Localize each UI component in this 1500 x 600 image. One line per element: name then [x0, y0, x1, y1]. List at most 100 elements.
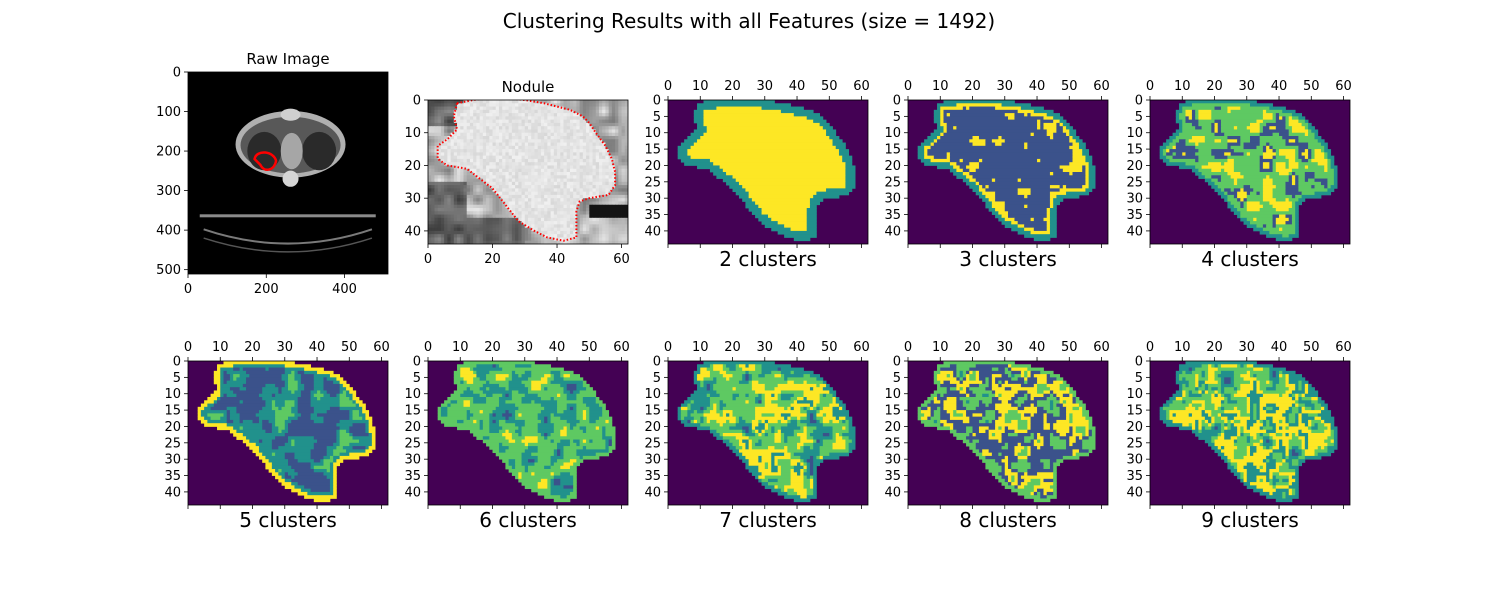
x-tick-label: 60 [853, 79, 870, 94]
y-tick-label: 30 [884, 192, 901, 207]
y-tick-label: 10 [404, 387, 421, 402]
y-tick-label: 0 [173, 66, 181, 81]
x-tick-label: 20 [484, 252, 501, 267]
axes-frame [667, 99, 869, 245]
y-tick-label: 0 [173, 355, 181, 370]
x-tick-label: 10 [692, 79, 709, 94]
y-tick-label: 20 [404, 420, 421, 435]
x-tick-label: 0 [664, 340, 672, 355]
spine [282, 170, 299, 187]
y-tick-label: 40 [164, 485, 181, 500]
y-tick-label: 40 [644, 224, 661, 239]
subplot-7 [428, 361, 628, 505]
image-layer [428, 100, 628, 244]
x-tick-label: 60 [1335, 340, 1352, 355]
x-tick-label: 0 [184, 340, 192, 355]
y-tick-label: 400 [156, 224, 181, 239]
x-tick-label: 20 [724, 340, 741, 355]
y-tick-label: 15 [644, 143, 661, 158]
y-tick-label: 10 [1126, 387, 1143, 402]
x-tick-label: 0 [184, 282, 192, 297]
axes-frame [1149, 360, 1351, 506]
y-tick-label: 35 [1126, 208, 1143, 223]
x-tick-label: 0 [664, 79, 672, 94]
x-tick-label: 60 [1335, 79, 1352, 94]
image-layer [908, 100, 1108, 244]
x-tick-label: 30 [1239, 340, 1256, 355]
x-tick-label: 400 [332, 282, 357, 297]
x-tick-label: 0 [424, 252, 432, 267]
y-tick-label: 20 [644, 159, 661, 174]
x-tick-label: 30 [517, 340, 534, 355]
subplot-xlabel: 7 clusters [719, 508, 817, 532]
x-tick-label: 40 [1029, 340, 1046, 355]
subplot-4 [908, 100, 1108, 244]
x-tick-label: 20 [484, 340, 501, 355]
axes-frame [907, 99, 1109, 245]
y-tick-label: 20 [884, 159, 901, 174]
table-top [199, 214, 376, 218]
y-tick-label: 5 [1135, 110, 1143, 125]
y-tick-label: 40 [884, 485, 901, 500]
subplot-xlabel: 9 clusters [1201, 508, 1299, 532]
y-tick-label: 40 [1126, 485, 1143, 500]
subplot-1 [188, 72, 388, 274]
x-tick-label: 20 [1206, 79, 1223, 94]
y-tick-label: 5 [1135, 371, 1143, 386]
y-tick-label: 25 [644, 436, 661, 451]
y-tick-label: 15 [404, 404, 421, 419]
subplot-xlabel: 6 clusters [479, 508, 577, 532]
x-tick-label: 50 [1061, 340, 1078, 355]
y-tick-label: 30 [1126, 453, 1143, 468]
y-tick-label: 30 [644, 192, 661, 207]
image-layer [908, 361, 1108, 505]
x-tick-label: 50 [1303, 340, 1320, 355]
y-tick-label: 25 [1126, 436, 1143, 451]
y-tick-label: 25 [884, 175, 901, 190]
y-tick-label: 40 [644, 485, 661, 500]
y-tick-label: 35 [644, 469, 661, 484]
nodule-contour [436, 100, 617, 242]
y-tick-label: 5 [413, 371, 421, 386]
y-tick-label: 35 [404, 469, 421, 484]
x-tick-label: 0 [904, 340, 912, 355]
y-tick-label: 0 [893, 94, 901, 109]
x-tick-label: 30 [1239, 79, 1256, 94]
x-tick-label: 0 [424, 340, 432, 355]
subplot-xlabel: 8 clusters [959, 508, 1057, 532]
x-tick-label: 40 [789, 340, 806, 355]
image-layer [1150, 361, 1350, 505]
x-tick-label: 30 [997, 79, 1014, 94]
x-tick-label: 50 [1061, 79, 1078, 94]
table-curve [203, 228, 373, 245]
y-tick-label: 5 [893, 110, 901, 125]
y-tick-label: 35 [644, 208, 661, 223]
axes-frame [187, 71, 389, 275]
y-tick-label: 0 [1135, 355, 1143, 370]
y-tick-label: 15 [164, 404, 181, 419]
axes-frame [427, 360, 629, 506]
y-tick-label: 40 [1126, 224, 1143, 239]
x-tick-label: 20 [244, 340, 261, 355]
x-tick-label: 60 [853, 340, 870, 355]
subplot-xlabel: 3 clusters [959, 247, 1057, 271]
y-tick-label: 30 [884, 453, 901, 468]
x-tick-label: 60 [1093, 79, 1110, 94]
subplot-8 [668, 361, 868, 505]
x-tick-label: 20 [1206, 340, 1223, 355]
subplot-3 [668, 100, 868, 244]
y-tick-label: 5 [653, 371, 661, 386]
axes-frame [187, 360, 389, 506]
x-tick-label: 40 [1271, 79, 1288, 94]
x-tick-label: 10 [932, 340, 949, 355]
figure-title: Clustering Results with all Features (si… [503, 9, 995, 33]
axes-frame [1149, 99, 1351, 245]
image-layer [428, 361, 628, 505]
subplot-6 [188, 361, 388, 505]
x-tick-label: 0 [1146, 79, 1154, 94]
x-tick-label: 40 [1029, 79, 1046, 94]
y-tick-label: 0 [1135, 94, 1143, 109]
y-tick-label: 15 [644, 404, 661, 419]
x-tick-label: 30 [757, 79, 774, 94]
